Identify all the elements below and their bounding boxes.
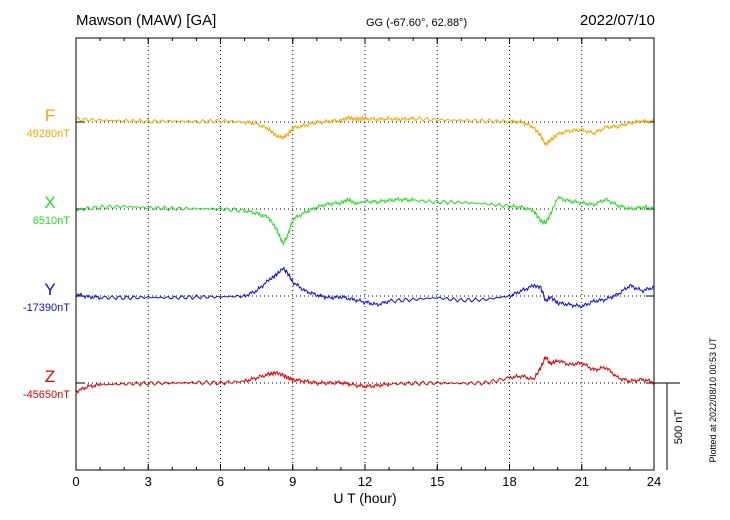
scale-bar: 500 nT bbox=[654, 382, 685, 470]
x-tick-label: 0 bbox=[72, 474, 79, 489]
x-axis-label: U T (hour) bbox=[333, 490, 396, 506]
x-tick-label: 18 bbox=[502, 474, 516, 489]
trace-f bbox=[75, 114, 655, 147]
x-tick-label: 24 bbox=[647, 474, 661, 489]
trace-z bbox=[75, 355, 655, 395]
x-tick-label: 6 bbox=[217, 474, 224, 489]
baseline-lines bbox=[76, 121, 654, 384]
plotted-at-note: Plotted at 2022/08/10 00:53 UT bbox=[708, 337, 718, 463]
series-name-x: X bbox=[44, 193, 55, 212]
trace-x bbox=[75, 195, 655, 246]
x-tick-label: 3 bbox=[145, 474, 152, 489]
station-title: Mawson (MAW) [GA] bbox=[76, 12, 216, 29]
series-name-z: Z bbox=[45, 367, 55, 386]
baseline-value-y: -17390nT bbox=[23, 302, 70, 314]
baseline-value-z: -45650nT bbox=[23, 389, 70, 401]
series-name-f: F bbox=[45, 106, 55, 125]
x-tick-label: 21 bbox=[575, 474, 589, 489]
trace-y bbox=[75, 266, 655, 309]
x-tick-label: 15 bbox=[430, 474, 444, 489]
scale-label: 500 nT bbox=[673, 410, 685, 445]
series-name-y: Y bbox=[44, 280, 55, 299]
date-label: 2022/07/10 bbox=[580, 12, 655, 29]
coordinates-label: GG (-67.60°, 62.88°) bbox=[366, 17, 467, 29]
series-traces bbox=[75, 114, 655, 395]
baseline-value-x: 6510nT bbox=[33, 215, 71, 227]
plot-frame bbox=[75, 37, 655, 471]
x-tick-label: 9 bbox=[289, 474, 296, 489]
grid-lines bbox=[147, 38, 583, 470]
series-labels: F 49280nT X 6510nT Y -17390nT Z -45650nT bbox=[23, 106, 70, 401]
axis-ticks: 0 3 6 9 12 15 18 21 24 bbox=[72, 38, 661, 489]
x-tick-label: 12 bbox=[358, 474, 372, 489]
baseline-value-f: 49280nT bbox=[27, 128, 71, 140]
